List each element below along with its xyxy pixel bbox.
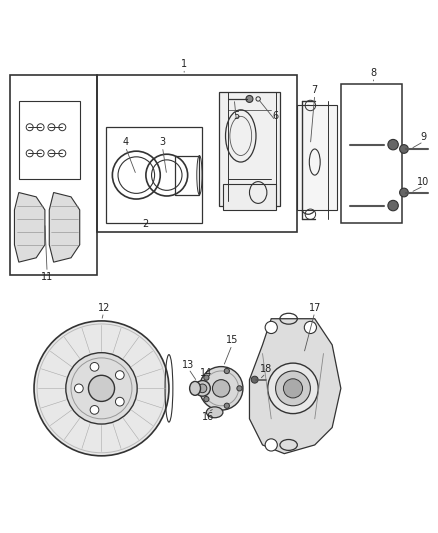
Circle shape	[34, 321, 169, 456]
Text: 8: 8	[371, 68, 377, 78]
Ellipse shape	[190, 382, 201, 395]
Circle shape	[283, 379, 303, 398]
Circle shape	[265, 439, 277, 451]
Bar	[106, 127, 201, 223]
Circle shape	[88, 375, 115, 401]
Ellipse shape	[206, 407, 223, 418]
Text: 7: 7	[311, 85, 318, 95]
Text: 3: 3	[159, 138, 166, 148]
Circle shape	[388, 200, 398, 211]
Circle shape	[251, 376, 258, 383]
Circle shape	[399, 188, 408, 197]
Text: 18: 18	[260, 364, 272, 374]
Circle shape	[224, 403, 230, 408]
Text: 13: 13	[182, 360, 194, 370]
Text: 17: 17	[308, 303, 321, 313]
Text: 2: 2	[142, 219, 148, 229]
Text: 9: 9	[420, 132, 427, 142]
Bar	[223, 184, 276, 210]
Bar	[10, 75, 97, 275]
Circle shape	[237, 386, 242, 391]
Circle shape	[388, 140, 398, 150]
Polygon shape	[49, 192, 80, 262]
Circle shape	[399, 144, 408, 154]
Text: 12: 12	[98, 303, 110, 313]
Text: 16: 16	[202, 411, 214, 422]
Bar	[297, 106, 336, 210]
Circle shape	[224, 368, 230, 374]
Circle shape	[212, 379, 230, 397]
Bar	[19, 101, 80, 180]
Circle shape	[265, 321, 277, 334]
Circle shape	[204, 375, 209, 380]
Circle shape	[116, 397, 124, 406]
Bar	[341, 84, 402, 223]
Text: 15: 15	[226, 335, 238, 345]
Text: 6: 6	[272, 111, 279, 122]
Circle shape	[116, 371, 124, 379]
Circle shape	[304, 321, 317, 334]
Polygon shape	[14, 192, 45, 262]
Circle shape	[74, 384, 83, 393]
Ellipse shape	[199, 367, 243, 410]
Bar	[219, 92, 280, 206]
Text: 11: 11	[41, 271, 53, 281]
Circle shape	[90, 406, 99, 414]
Circle shape	[66, 353, 137, 424]
Circle shape	[276, 371, 311, 406]
Circle shape	[90, 362, 99, 371]
Text: 4: 4	[122, 138, 128, 148]
Circle shape	[268, 363, 318, 414]
Circle shape	[204, 397, 209, 402]
Text: 1: 1	[181, 59, 187, 69]
Text: 14: 14	[200, 368, 212, 378]
Bar	[97, 75, 297, 232]
Polygon shape	[250, 319, 341, 454]
Circle shape	[246, 95, 253, 102]
Text: 5: 5	[233, 111, 240, 122]
Text: 10: 10	[417, 176, 430, 187]
Circle shape	[194, 381, 210, 396]
Circle shape	[198, 384, 207, 393]
Bar	[176, 156, 199, 195]
